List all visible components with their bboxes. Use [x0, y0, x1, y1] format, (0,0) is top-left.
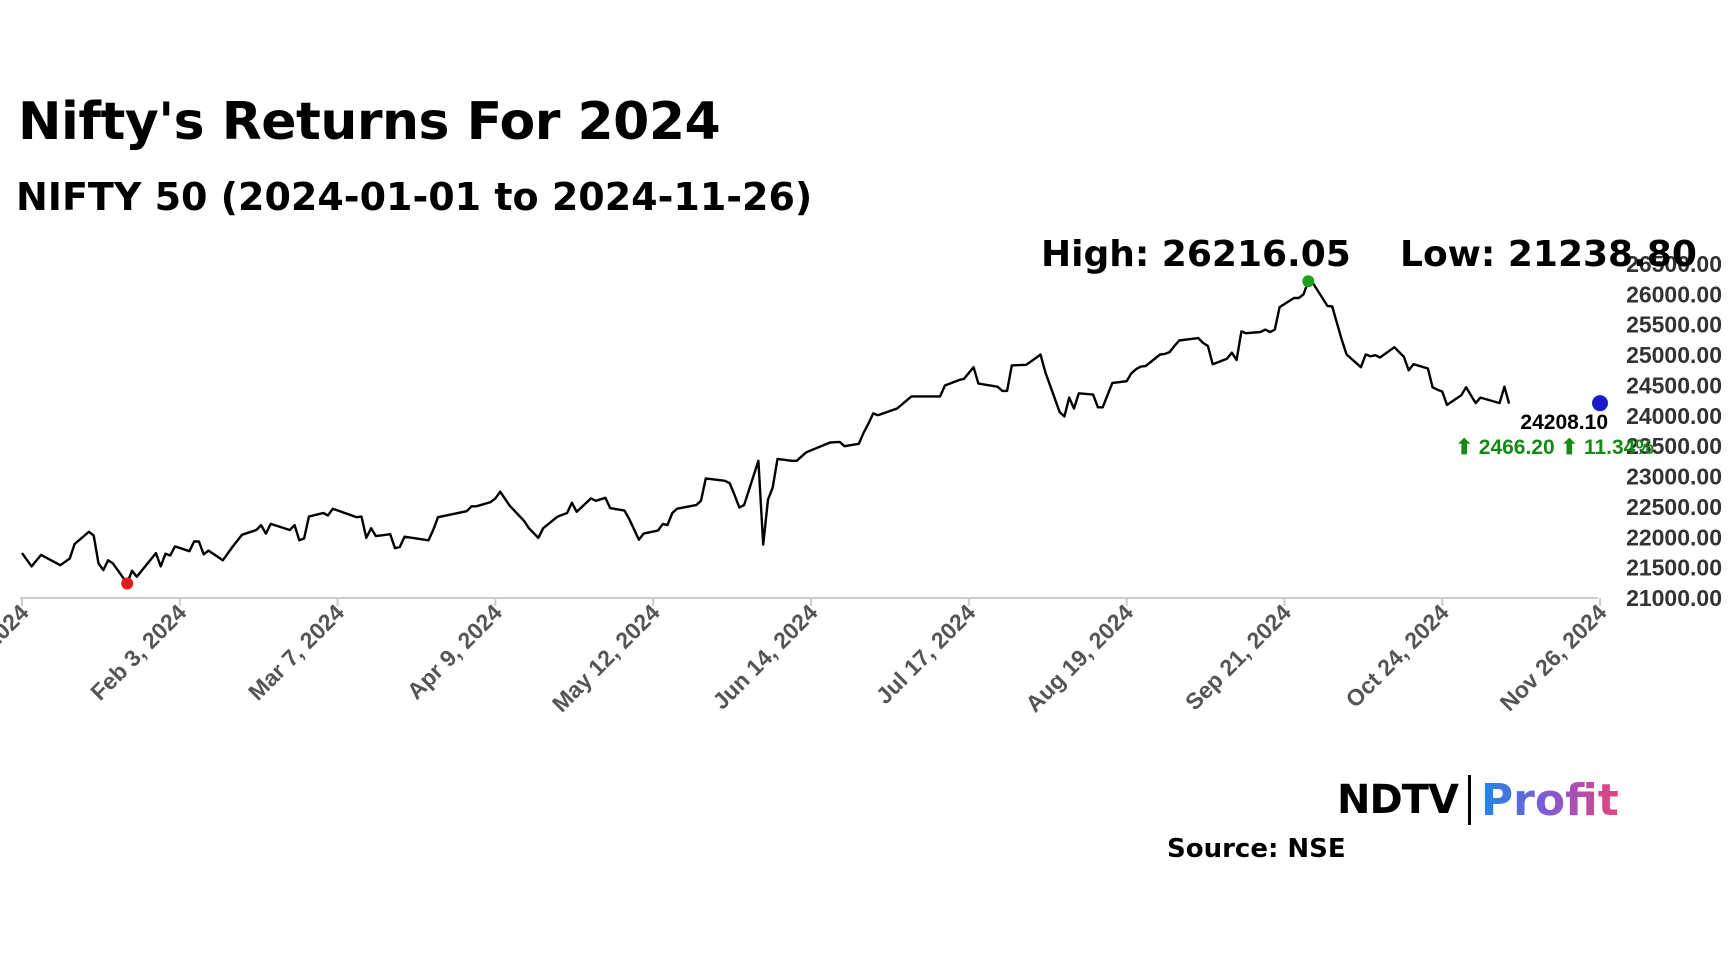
low-label: Low: 21238.80: [1400, 234, 1697, 275]
price-line-series: [21, 280, 1511, 585]
x-tick-label: Aug 19, 2024: [1020, 599, 1138, 717]
y-tick-label: 25500.00: [1626, 312, 1722, 338]
high-label: High: 26216.05: [1041, 234, 1351, 275]
y-tick-label: 25000.00: [1626, 342, 1722, 368]
x-axis-ticks: Jan 1, 2024 Feb 3, 2024 Mar 7, 2024 Apr 9, …: [0, 598, 1612, 717]
x-tick-label: Jan 1, 2024: [0, 599, 34, 704]
logo-profit-text: Profit: [1480, 774, 1619, 826]
y-tick-label: 21500.00: [1626, 555, 1722, 581]
y-tick-label: 22000.00: [1626, 524, 1722, 550]
x-tick-label: Sep 21, 2024: [1180, 599, 1296, 715]
x-tick-label: Nov 26, 2024: [1495, 599, 1612, 716]
y-tick-label: 22500.00: [1626, 494, 1722, 520]
y-tick-label: 24500.00: [1626, 372, 1722, 398]
source-note: Source: NSE: [1167, 834, 1346, 864]
chart-subtitle: NIFTY 50 (2024-01-01 to 2024-11-26): [16, 175, 813, 219]
y-tick-label: 26500.00: [1626, 251, 1722, 277]
x-tick-label: Apr 9, 2024: [402, 599, 507, 704]
x-tick-label: Jun 14, 2024: [707, 599, 822, 714]
last-value-label: 24208.10: [1520, 411, 1608, 434]
x-tick-label: Jul 17, 2024: [871, 599, 981, 709]
y-tick-label: 24000.00: [1626, 403, 1722, 429]
low-point-marker: [121, 577, 134, 590]
x-tick-label: Feb 3, 2024: [85, 599, 191, 705]
logo-ndtv-text: NDTV: [1337, 777, 1459, 823]
x-tick-label: May 12, 2024: [547, 599, 665, 717]
x-tick-label: Oct 24, 2024: [1340, 599, 1453, 712]
chart-title: Nifty's Returns For 2024: [18, 92, 721, 152]
logo-divider: [1467, 775, 1471, 825]
y-tick-label: 21000.00: [1626, 585, 1722, 611]
high-point-marker: [1302, 275, 1315, 288]
change-label: ⬆ 2466.20 ⬆ 11.34%: [1455, 436, 1654, 459]
y-axis-ticks: 21000.00 21500.00 22000.00 22500.00 23000.00…: [1626, 251, 1722, 611]
ndtv-profit-logo: NDTV Profit: [1337, 772, 1619, 828]
y-tick-label: 23500.00: [1626, 433, 1722, 459]
x-tick-label: Mar 7, 2024: [243, 599, 349, 705]
last-point-marker: [1592, 395, 1608, 412]
y-tick-label: 26000.00: [1626, 281, 1722, 307]
y-tick-label: 23000.00: [1626, 464, 1722, 490]
